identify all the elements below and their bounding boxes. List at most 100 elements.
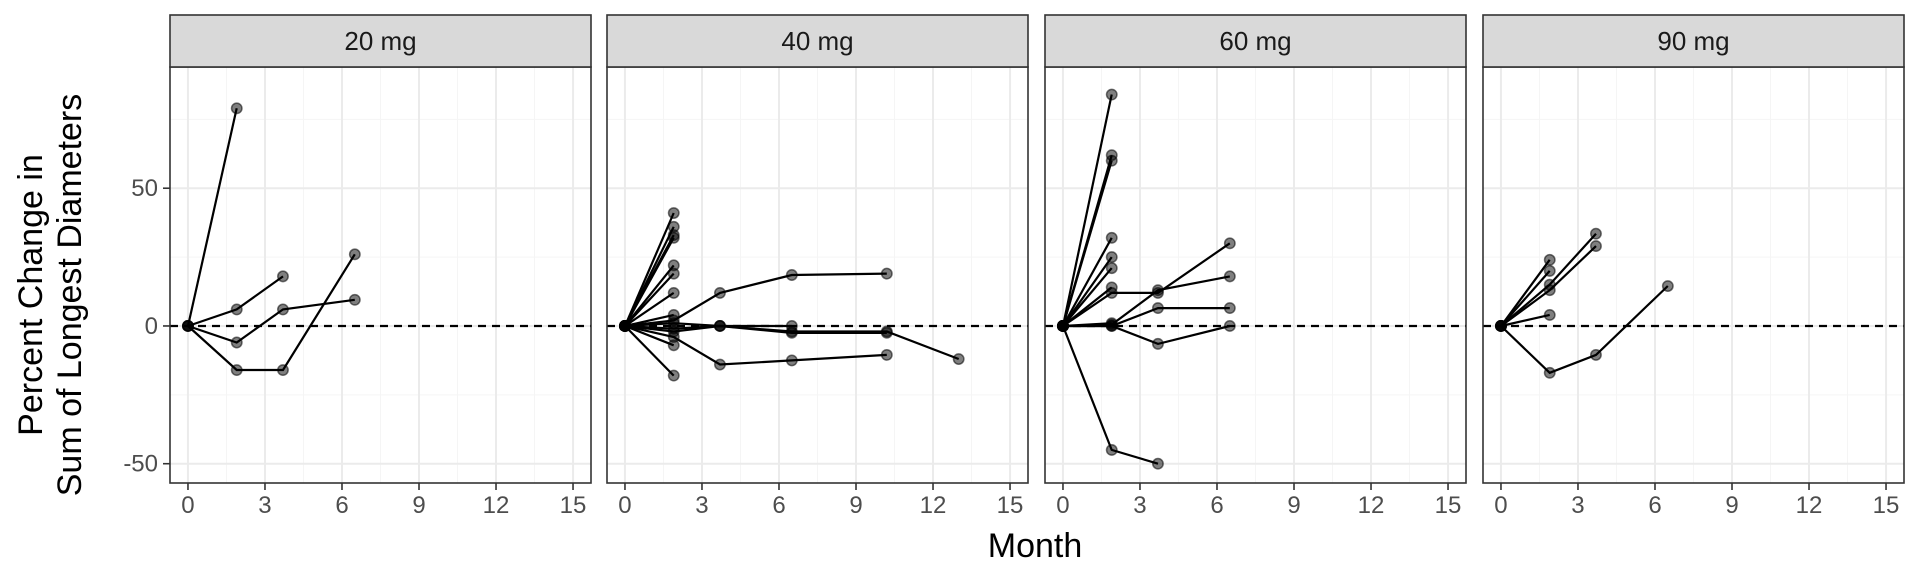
series-line [1063,324,1231,346]
x-tick-label: 0 [1494,492,1507,519]
data-point [1543,308,1556,321]
data-point [1543,366,1556,379]
series-line [1500,313,1550,328]
facet-label: 60 mg [1219,26,1291,56]
data-point [714,358,726,371]
y-axis: 50 0 -50 [123,175,170,478]
facet-panel: 20 mg 0 3 6 9 12 15 [169,14,592,519]
data-point [1105,443,1118,456]
series-line [187,253,356,372]
data-point [277,270,289,283]
facet-strip [169,14,592,68]
series-line [1062,242,1231,327]
data-point [1105,154,1118,167]
data-point [880,325,893,338]
x-tick-label: 12 [1796,492,1823,519]
data-point [277,364,289,376]
data-point [230,303,243,316]
x-tick-label: 12 [483,492,510,519]
x-tick-label: 9 [412,492,425,519]
series-line [1062,256,1113,327]
data-point [348,293,361,306]
data-point [1152,302,1164,315]
series-line [186,108,238,327]
facet-strip [1044,14,1467,68]
data-point [1223,237,1236,250]
facet-strip [1482,14,1905,68]
series-line [624,325,675,377]
facet-panel: 40 mg 0 3 6 9 12 15 [606,14,1029,519]
series-line [1500,270,1551,327]
y-axis-title-line-1: Percent Change in [12,154,50,436]
x-tick-label: 12 [1358,492,1385,519]
series-line [624,291,675,327]
x-tick-label: 15 [1435,492,1462,519]
data-point [1590,227,1602,240]
series-line [1500,259,1551,327]
facet-label: 90 mg [1657,26,1729,56]
data-point [1057,320,1069,332]
y-tick-label: 50 [131,175,158,202]
facet-label: 40 mg [781,26,853,56]
data-point [1105,286,1118,299]
x-tick-label: 0 [181,492,194,519]
facet-panel: 60 mg 0 3 6 9 12 15 [1044,14,1467,519]
data-point [714,286,726,299]
data-point [1152,284,1164,297]
series-line [624,237,675,327]
y-axis-title-line-2: Sum of Longest Diameters [51,94,89,497]
x-tick-label: 12 [920,492,947,519]
x-tick-label: 3 [258,492,271,519]
series-line [1062,237,1113,327]
x-tick-label: 0 [1056,492,1069,519]
data-point [785,354,798,367]
x-tick-label: 6 [335,492,348,519]
data-point [880,348,893,361]
facet-label: 20 mg [344,26,416,56]
x-tick-label: 0 [618,492,631,519]
x-tick-label: 3 [1133,492,1146,519]
series-line [624,324,960,361]
series-line [1062,267,1113,327]
data-point [1223,302,1236,315]
data-point [348,248,361,261]
data-point [667,267,680,280]
series-line [624,322,792,328]
data-point [1152,457,1164,470]
x-tick-label: 6 [1648,492,1661,519]
x-tick-label: 3 [1571,492,1584,519]
series-line [1061,160,1113,327]
data-point [277,303,289,316]
data-point [1543,264,1556,277]
data-point [667,331,680,343]
facet-panel: 90 mg 0 3 6 9 12 15 [1482,14,1905,519]
series-line [187,298,355,344]
data-point [1590,348,1602,361]
data-point [667,207,680,219]
data-point [1105,88,1118,101]
data-point [714,320,726,332]
data-point [1152,337,1164,350]
x-tick-label: 9 [1725,492,1738,519]
data-point [1223,320,1236,332]
data-point [667,369,680,382]
x-tick-label: 15 [1873,492,1900,519]
data-point [230,102,243,115]
x-tick-label: 9 [1287,492,1300,519]
data-point [1105,251,1118,264]
x-tick-label: 6 [1210,492,1223,519]
data-point [1661,280,1674,292]
data-point [667,286,680,299]
data-point [1495,320,1507,332]
series-line [624,272,675,327]
data-point [1105,262,1118,275]
series-line [1500,285,1669,375]
data-point [230,364,243,376]
data-point [1105,231,1118,244]
y-tick-label: -50 [123,451,158,478]
x-tick-label: 3 [695,492,708,519]
data-point [1543,284,1556,297]
data-point [952,353,965,365]
data-point [1223,270,1236,283]
